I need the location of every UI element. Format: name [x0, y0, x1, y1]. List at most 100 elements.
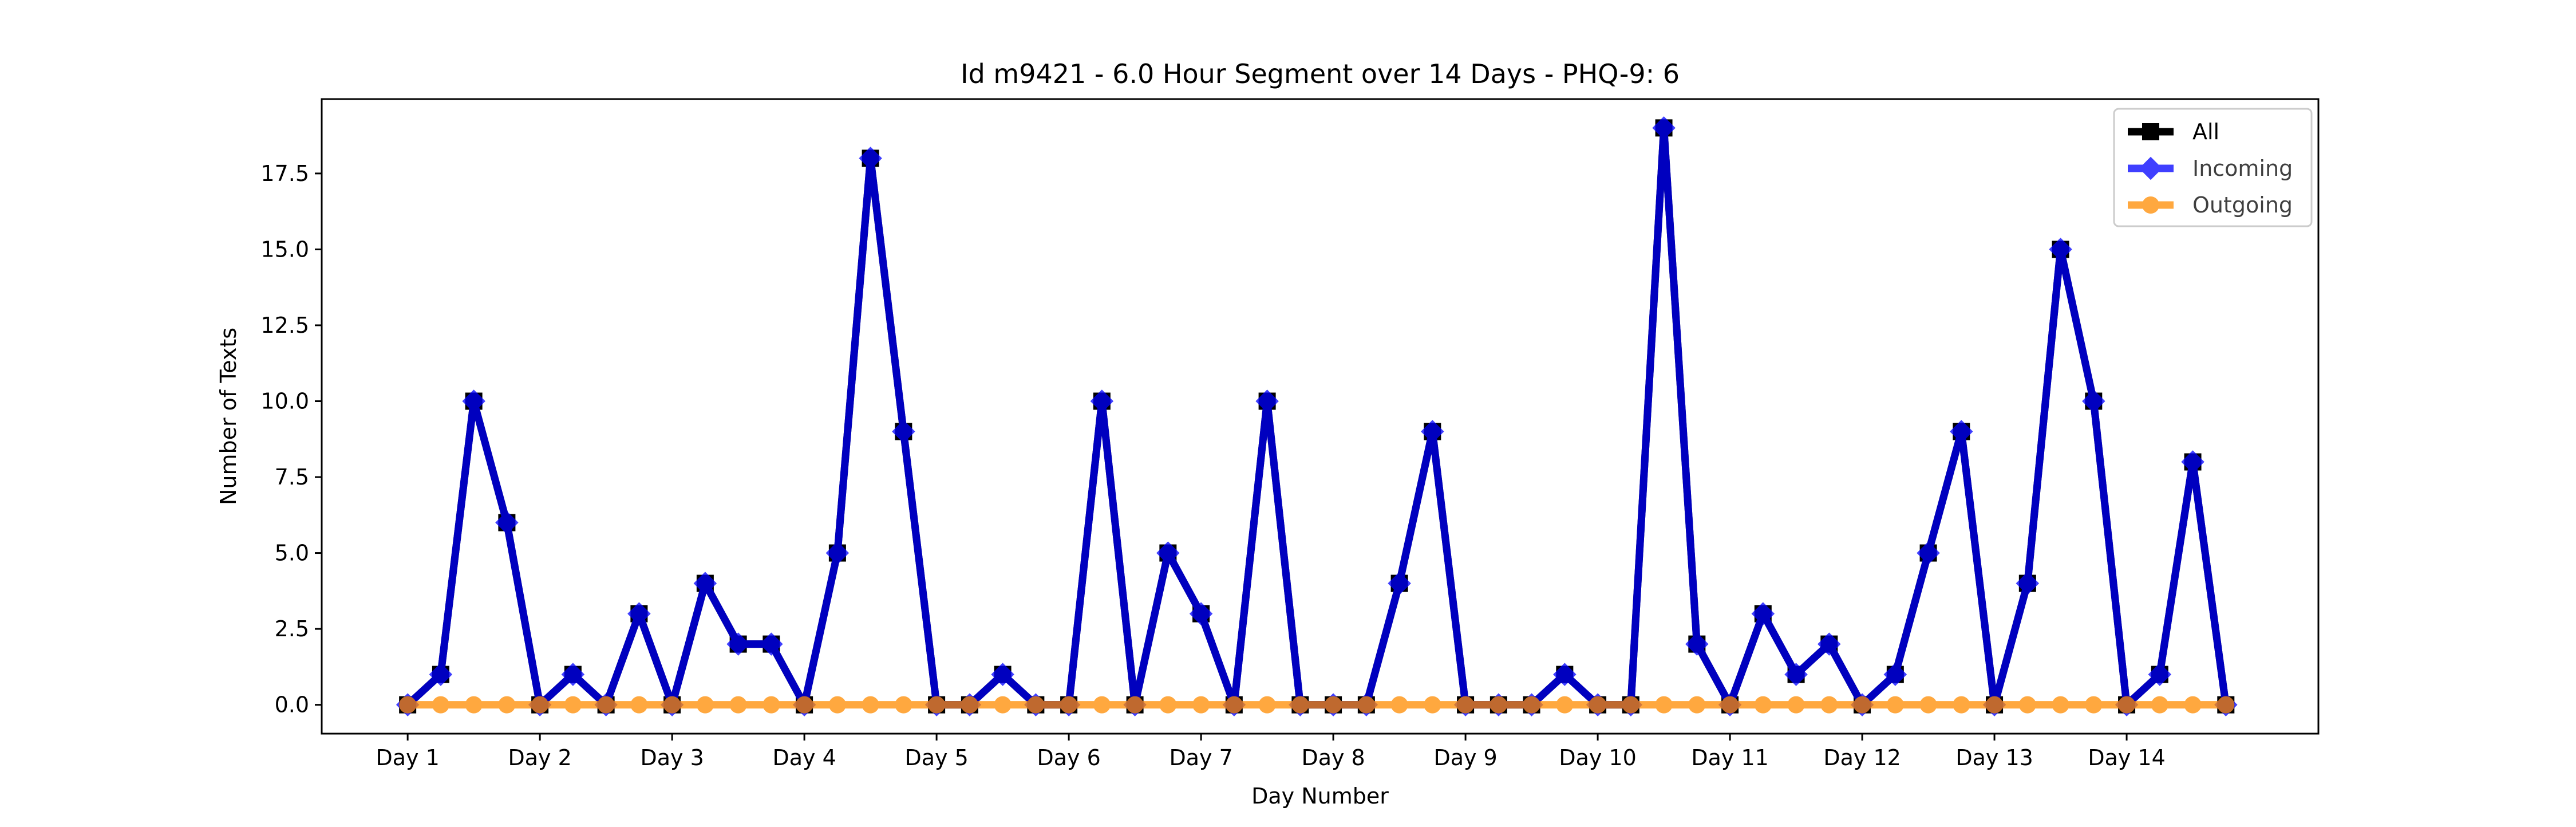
- data-point-outgoing: [630, 696, 648, 714]
- legend-marker-all: [2142, 123, 2159, 140]
- data-point-incoming: [1189, 602, 1213, 625]
- data-point-outgoing: [1093, 696, 1111, 714]
- data-point-incoming: [1883, 663, 1907, 686]
- y-tick-label: 17.5: [260, 161, 309, 186]
- data-point-incoming: [1156, 541, 1180, 565]
- series-layer: [396, 116, 2238, 716]
- data-point-incoming: [1255, 389, 1279, 413]
- data-point-outgoing: [1159, 696, 1177, 714]
- legend-label-all: All: [2192, 119, 2219, 144]
- x-tick-label: Day 13: [1955, 745, 2033, 770]
- x-tick-label: Day 7: [1169, 745, 1232, 770]
- data-point-outgoing: [828, 696, 846, 714]
- data-point-incoming: [627, 602, 651, 625]
- data-point-incoming: [1421, 420, 1444, 443]
- y-tick-label: 0.0: [275, 692, 309, 718]
- data-point-outgoing: [2052, 696, 2069, 714]
- data-point-outgoing: [1919, 696, 1937, 714]
- data-point-incoming: [991, 663, 1014, 686]
- data-point-incoming: [1388, 572, 1411, 595]
- legend-item-incoming: Incoming: [2128, 156, 2293, 181]
- data-point-outgoing: [1754, 696, 1772, 714]
- data-point-incoming: [1917, 541, 1940, 565]
- data-point-outgoing: [1490, 696, 1507, 714]
- y-tick-label: 10.0: [260, 388, 309, 414]
- x-axis: Day 1 Day 2 Day 3 Day 4 Day 5 Day 6 Day 7 Day 8…: [376, 734, 2166, 770]
- x-tick-label: Day 12: [1823, 745, 1901, 770]
- data-point-outgoing: [1986, 696, 2004, 714]
- data-point-outgoing: [762, 696, 780, 714]
- data-point-outgoing: [663, 696, 681, 714]
- legend-item-all: All: [2128, 119, 2219, 144]
- data-point-outgoing: [895, 696, 912, 714]
- legend-item-outgoing: Outgoing: [2128, 192, 2293, 218]
- data-point-incoming: [1652, 116, 1676, 140]
- legend-label-incoming: Incoming: [2192, 156, 2293, 181]
- data-point-outgoing: [994, 696, 1012, 714]
- data-point-outgoing: [1688, 696, 1706, 714]
- data-point-incoming: [2148, 663, 2172, 686]
- data-point-outgoing: [1390, 696, 1408, 714]
- data-point-outgoing: [1457, 696, 1475, 714]
- data-point-outgoing: [2184, 696, 2202, 714]
- data-point-incoming: [1090, 389, 1114, 413]
- data-point-incoming: [1553, 663, 1577, 686]
- y-axis-label: Number of Texts: [216, 328, 241, 505]
- data-point-outgoing: [961, 696, 978, 714]
- data-point-incoming: [1685, 632, 1709, 656]
- data-point-outgoing: [1622, 696, 1639, 714]
- data-point-outgoing: [1325, 696, 1342, 714]
- data-point-outgoing: [1258, 696, 1276, 714]
- y-tick-label: 12.5: [260, 313, 309, 338]
- data-point-outgoing: [696, 696, 714, 714]
- data-point-outgoing: [1787, 696, 1805, 714]
- data-point-outgoing: [1192, 696, 1210, 714]
- x-tick-label: Day 9: [1433, 745, 1497, 770]
- x-tick-label: Day 10: [1559, 745, 1636, 770]
- legend: All Incoming Outgoing: [2113, 108, 2313, 227]
- data-point-outgoing: [1953, 696, 1970, 714]
- data-point-outgoing: [1820, 696, 1838, 714]
- data-point-incoming: [1818, 632, 1841, 656]
- data-point-incoming: [825, 541, 850, 565]
- data-point-outgoing: [862, 696, 879, 714]
- legend-marker-outgoing: [2142, 196, 2159, 214]
- data-point-incoming: [495, 511, 519, 534]
- data-point-incoming: [693, 572, 717, 595]
- data-point-outgoing: [796, 696, 813, 714]
- data-point-incoming: [2016, 572, 2040, 595]
- x-tick-label: Day 8: [1301, 745, 1365, 770]
- data-point-outgoing: [1060, 696, 1078, 714]
- x-tick-label: Day 5: [904, 745, 968, 770]
- data-point-outgoing: [1655, 696, 1673, 714]
- data-point-outgoing: [2118, 696, 2136, 714]
- data-point-outgoing: [2018, 696, 2036, 714]
- x-tick-label: Day 6: [1037, 745, 1100, 770]
- plot-frame: [321, 98, 2320, 735]
- data-point-outgoing: [928, 696, 946, 714]
- x-tick-label: Day 4: [772, 745, 836, 770]
- data-point-outgoing: [2151, 696, 2168, 714]
- x-tick-label: Day 11: [1691, 745, 1768, 770]
- data-point-outgoing: [1556, 696, 1574, 714]
- data-point-outgoing: [1424, 696, 1441, 714]
- series-outgoing: [399, 696, 2235, 714]
- data-point-incoming: [2181, 450, 2204, 474]
- y-tick-label: 7.5: [275, 464, 309, 490]
- data-point-incoming: [2049, 238, 2072, 261]
- x-tick-label: Day 3: [640, 745, 704, 770]
- data-point-outgoing: [2217, 696, 2235, 714]
- data-point-incoming: [892, 420, 915, 443]
- legend-frame: [2113, 108, 2313, 227]
- data-point-incoming: [2082, 389, 2105, 413]
- data-point-incoming: [561, 663, 585, 686]
- y-axis: 0.0 2.5 5.0 7.5 10.0 12.5 15.0 17.5: [260, 161, 322, 718]
- data-point-incoming: [462, 389, 485, 413]
- data-point-outgoing: [1721, 696, 1739, 714]
- data-point-outgoing: [399, 696, 417, 714]
- x-tick-label: Day 1: [376, 745, 439, 770]
- data-point-outgoing: [2085, 696, 2103, 714]
- data-point-outgoing: [1523, 696, 1540, 714]
